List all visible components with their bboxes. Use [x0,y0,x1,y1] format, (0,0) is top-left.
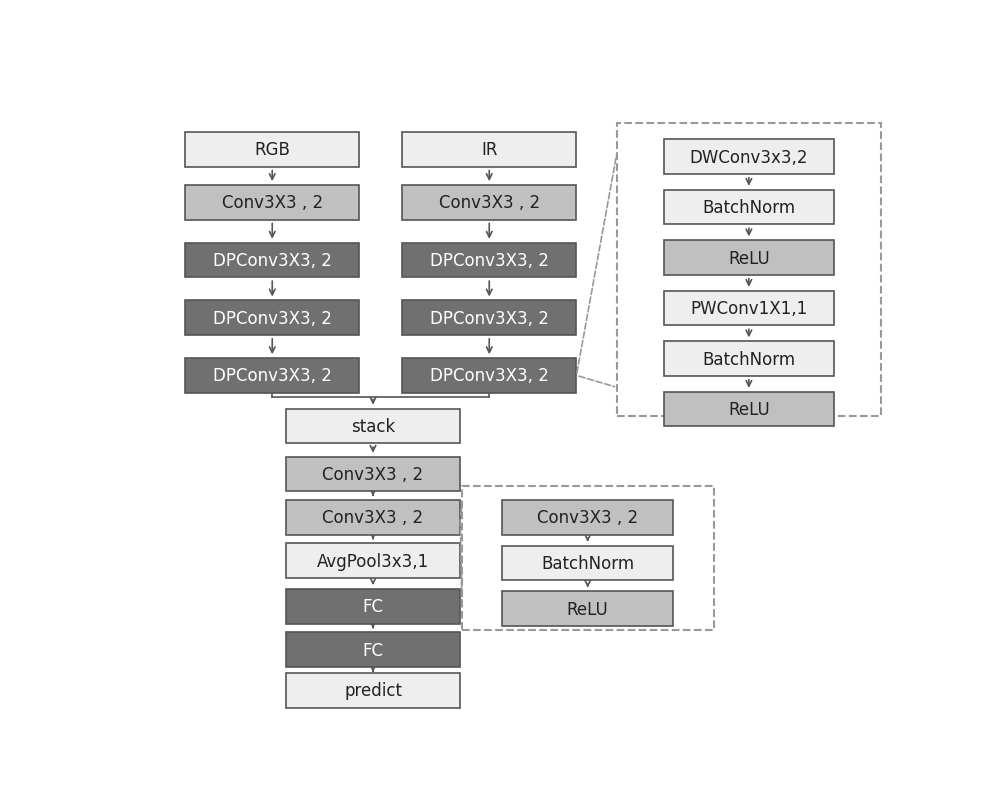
Text: Conv3X3 , 2: Conv3X3 , 2 [322,466,424,483]
Text: Conv3X3 , 2: Conv3X3 , 2 [322,508,424,526]
FancyBboxPatch shape [286,457,460,491]
Text: DPConv3X3, 2: DPConv3X3, 2 [213,309,332,328]
Text: DPConv3X3, 2: DPConv3X3, 2 [430,251,549,269]
Text: predict: predict [344,681,402,700]
Text: Conv3X3 , 2: Conv3X3 , 2 [222,194,323,212]
FancyBboxPatch shape [185,301,359,336]
FancyBboxPatch shape [664,241,834,276]
FancyBboxPatch shape [286,590,460,624]
Text: RGB: RGB [254,141,290,159]
FancyBboxPatch shape [664,291,834,326]
Text: DWConv3x3,2: DWConv3x3,2 [690,148,808,166]
FancyBboxPatch shape [286,673,460,708]
FancyBboxPatch shape [185,186,359,221]
Text: DPConv3X3, 2: DPConv3X3, 2 [213,367,332,385]
FancyBboxPatch shape [286,633,460,667]
Text: PWConv1X1,1: PWConv1X1,1 [690,300,808,318]
Text: DPConv3X3, 2: DPConv3X3, 2 [430,367,549,385]
Text: DPConv3X3, 2: DPConv3X3, 2 [213,251,332,269]
FancyBboxPatch shape [185,133,359,167]
FancyBboxPatch shape [286,543,460,578]
Text: BatchNorm: BatchNorm [541,554,634,573]
Text: ReLU: ReLU [567,600,609,618]
FancyBboxPatch shape [402,133,576,167]
FancyBboxPatch shape [286,409,460,444]
FancyBboxPatch shape [402,301,576,336]
FancyBboxPatch shape [185,358,359,393]
FancyBboxPatch shape [402,186,576,221]
FancyBboxPatch shape [664,341,834,376]
Text: BatchNorm: BatchNorm [702,350,795,368]
Text: AvgPool3x3,1: AvgPool3x3,1 [317,551,429,570]
FancyBboxPatch shape [402,243,576,278]
Text: ReLU: ReLU [728,401,770,418]
FancyBboxPatch shape [502,500,673,535]
FancyBboxPatch shape [502,591,673,626]
FancyBboxPatch shape [664,140,834,174]
Text: FC: FC [362,641,384,659]
FancyBboxPatch shape [664,393,834,427]
Text: DPConv3X3, 2: DPConv3X3, 2 [430,309,549,328]
Text: stack: stack [351,418,395,436]
Text: BatchNorm: BatchNorm [702,199,795,217]
FancyBboxPatch shape [664,191,834,225]
Text: Conv3X3 , 2: Conv3X3 , 2 [537,508,638,526]
Text: ReLU: ReLU [728,249,770,268]
Text: Conv3X3 , 2: Conv3X3 , 2 [439,194,540,212]
FancyBboxPatch shape [502,546,673,581]
FancyBboxPatch shape [402,358,576,393]
Text: IR: IR [481,141,498,159]
FancyBboxPatch shape [185,243,359,278]
FancyBboxPatch shape [286,500,460,535]
Text: FC: FC [362,598,384,616]
